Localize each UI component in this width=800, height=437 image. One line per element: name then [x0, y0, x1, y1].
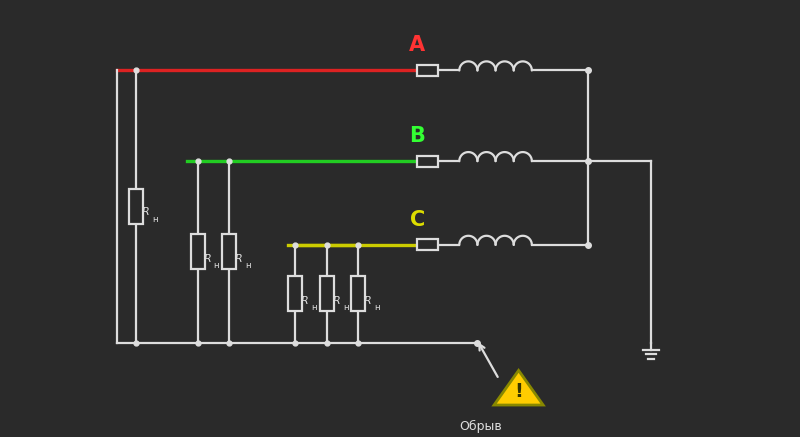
- Bar: [418, 65, 438, 76]
- Text: н: н: [214, 261, 219, 271]
- Text: !: !: [514, 382, 523, 401]
- Text: C: C: [410, 209, 425, 229]
- Bar: [418, 156, 438, 167]
- Text: $R$: $R$: [363, 294, 372, 306]
- Bar: [130, 189, 143, 224]
- Text: Обрыв: Обрыв: [459, 420, 502, 434]
- Text: A: A: [410, 35, 426, 55]
- Text: $R$: $R$: [332, 294, 340, 306]
- Text: н: н: [374, 303, 380, 312]
- Text: $R$: $R$: [234, 252, 242, 264]
- Bar: [190, 234, 205, 269]
- Bar: [418, 239, 438, 250]
- Bar: [222, 234, 236, 269]
- Text: н: н: [152, 215, 158, 224]
- Text: $R$: $R$: [300, 294, 309, 306]
- Text: $R$: $R$: [202, 252, 211, 264]
- Text: н: н: [342, 303, 349, 312]
- Bar: [351, 276, 365, 311]
- Bar: [288, 276, 302, 311]
- Bar: [320, 276, 334, 311]
- Text: н: н: [311, 303, 317, 312]
- Text: н: н: [245, 261, 250, 271]
- Text: B: B: [410, 126, 426, 146]
- Text: $R$: $R$: [141, 205, 150, 217]
- Polygon shape: [494, 371, 543, 405]
